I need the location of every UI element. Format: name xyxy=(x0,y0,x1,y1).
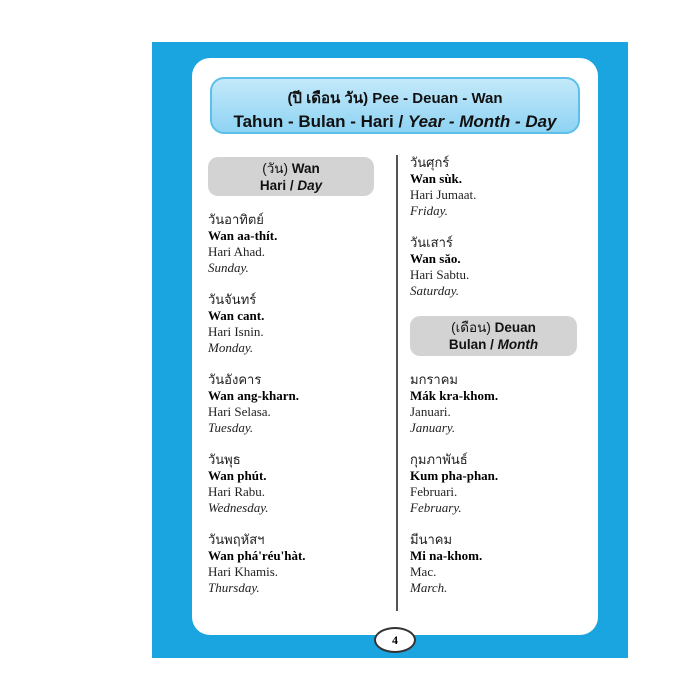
vocab-entry: วันพุธ Wan phút. Hari Rabu. Wednesday. xyxy=(208,452,306,516)
entry-roman: Mák kra-khom. xyxy=(410,388,499,403)
title-line-2-plain: Tahun - Bulan - Hari / xyxy=(233,112,408,131)
vocab-entry: มีนาคม Mi na-khom. Mac. March. xyxy=(410,532,498,596)
entry-malay: Hari Rabu. xyxy=(208,484,266,499)
entry-roman: Wan săo. xyxy=(410,251,461,266)
vocab-entry: วันอาทิตย์ Wan aa-thít. Hari Ahad. Sunday. xyxy=(208,212,306,276)
entry-english: Saturday. xyxy=(410,283,459,298)
entry-roman: Wan phá'réu'hàt. xyxy=(208,548,306,563)
entry-thai: วันศุกร์ xyxy=(410,155,450,170)
entry-thai: มกราคม xyxy=(410,372,458,387)
vocab-entry: วันเสาร์ Wan săo. Hari Sabtu. Saturday. xyxy=(410,235,476,299)
entry-thai: วันอังคาร xyxy=(208,372,262,387)
months-thai: (เดือน) xyxy=(451,320,491,335)
entry-english: January. xyxy=(410,420,456,435)
entry-roman: Wan aa-thít. xyxy=(208,228,278,243)
months-label: Deuan xyxy=(490,320,536,335)
days-label-english: Day xyxy=(297,178,323,193)
months-list: มกราคม Mák kra-khom. Januari. January. กุมภา… xyxy=(410,372,498,612)
entry-thai: กุมภาพันธ์ xyxy=(410,452,468,467)
vocab-entry: วันพฤหัสฯ Wan phá'réu'hàt. Hari Khamis. Thu… xyxy=(208,532,306,596)
vocab-entry: มกราคม Mák kra-khom. Januari. January. xyxy=(410,372,498,436)
column-divider xyxy=(396,155,398,611)
entry-thai: วันเสาร์ xyxy=(410,235,453,250)
entry-malay: Hari Jumaat. xyxy=(410,187,477,202)
entry-english: Monday. xyxy=(208,340,254,355)
entry-malay: Hari Selasa. xyxy=(208,404,271,419)
vocab-entry: กุมภาพันธ์ Kum pha-phan. Februari. February… xyxy=(410,452,498,516)
entry-roman: Kum pha-phan. xyxy=(410,468,499,483)
days-label: Wan xyxy=(288,161,320,176)
days-section-header: (วัน) Wan Hari / Day xyxy=(208,157,374,196)
entry-roman: Wan ang-kharn. xyxy=(208,388,300,403)
entry-roman: Mi na-khom. xyxy=(410,548,483,563)
page-title: (ปี เดือน วัน) Pee - Deuan - Wan Tahun -… xyxy=(210,77,580,134)
title-line-1: (ปี เดือน วัน) Pee - Deuan - Wan xyxy=(287,90,503,107)
entry-malay: Mac. xyxy=(410,564,437,579)
entry-english: Tuesday. xyxy=(208,420,254,435)
entry-english: Thursday. xyxy=(208,580,260,595)
entry-malay: Februari. xyxy=(410,484,458,499)
entry-malay: Hari Khamis. xyxy=(208,564,279,579)
entry-roman: Wan cant. xyxy=(208,308,265,323)
entry-malay: Hari Ahad. xyxy=(208,244,266,259)
entry-english: Wednesday. xyxy=(208,500,269,515)
days-thai: (วัน) xyxy=(262,161,289,176)
entry-thai: วันอาทิตย์ xyxy=(208,212,264,227)
entry-thai: มีนาคม xyxy=(410,532,453,547)
months-section-header: (เดือน) Deuan Bulan / Month xyxy=(410,316,577,356)
title-line-2-italic: Year - Month - Day xyxy=(407,112,557,131)
entry-roman: Wan sùk. xyxy=(410,171,463,186)
months-label-malay: Bulan / xyxy=(448,337,498,352)
entry-roman: Wan phút. xyxy=(208,468,267,483)
entry-thai: วันจันทร์ xyxy=(208,292,257,307)
vocab-entry: วันจันทร์ Wan cant. Hari Isnin. Monday. xyxy=(208,292,306,356)
title-line-2: Tahun - Bulan - Hari / Year - Month - Da… xyxy=(212,112,578,132)
entry-thai: วันพฤหัสฯ xyxy=(208,532,265,547)
page-number: 4 xyxy=(374,627,416,653)
entry-malay: Hari Isnin. xyxy=(208,324,264,339)
days-label-malay: Hari / xyxy=(259,178,298,193)
entry-malay: Januari. xyxy=(410,404,451,419)
vocab-entry: วันอังคาร Wan ang-kharn. Hari Selasa. Tuesd… xyxy=(208,372,306,436)
days-list-right: วันศุกร์ Wan sùk. Hari Jumaat. Friday. วันเส… xyxy=(410,155,476,315)
months-label-english: Month xyxy=(497,337,539,352)
entry-english: Sunday. xyxy=(208,260,249,275)
days-list-left: วันอาทิตย์ Wan aa-thít. Hari Ahad. Sunday. ว… xyxy=(208,212,306,612)
entry-malay: Hari Sabtu. xyxy=(410,267,470,282)
vocab-entry: วันศุกร์ Wan sùk. Hari Jumaat. Friday. xyxy=(410,155,476,219)
entry-english: Friday. xyxy=(410,203,448,218)
entry-thai: วันพุธ xyxy=(208,452,241,467)
entry-english: March. xyxy=(410,580,448,595)
entry-english: February. xyxy=(410,500,462,515)
